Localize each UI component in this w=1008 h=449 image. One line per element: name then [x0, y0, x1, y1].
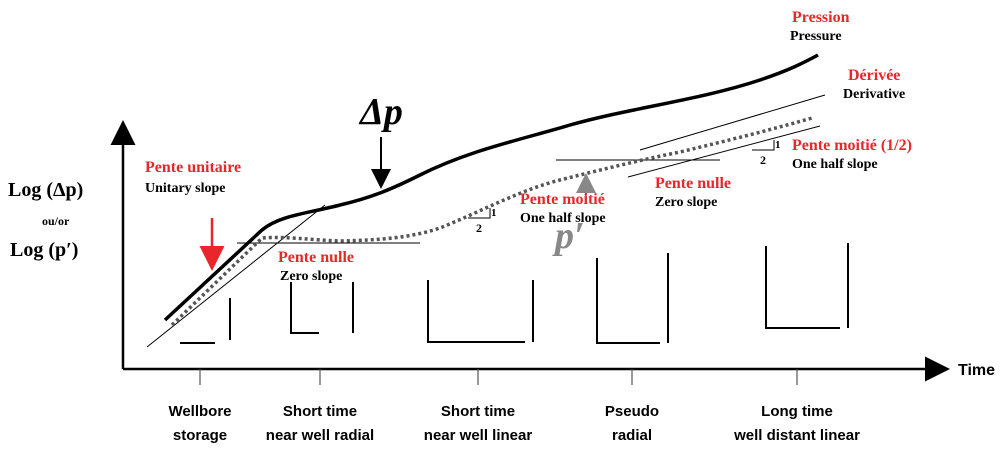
label-line: radial — [612, 427, 652, 444]
y-label: Log (Δp) — [8, 179, 83, 201]
annotation-fr: Pente nulle — [278, 249, 354, 266]
annotation-fr: Pente unitaire — [145, 159, 241, 176]
label-line: near well linear — [424, 427, 533, 444]
annotation-fr: Pente nulle — [655, 175, 731, 192]
delta-p: Δp — [358, 91, 403, 133]
x-label: Time — [958, 362, 995, 379]
label-line: Short time — [283, 403, 357, 420]
annotation-en: Zero slope — [655, 195, 717, 210]
slope-run: 2 — [476, 221, 482, 235]
annotation-fr: Pente moitié (1/2) — [792, 137, 912, 154]
curve-label: Dérivée — [848, 67, 900, 84]
label-line: Wellbore — [168, 403, 231, 420]
regime-label: Long time well distant linear — [733, 403, 860, 444]
annotation-fr: Pente moitié — [520, 191, 605, 208]
curve-label: Pression — [792, 9, 850, 26]
label-line: Long time — [761, 403, 833, 420]
pressure-curve — [163, 53, 819, 322]
curve-label: Derivative — [843, 87, 905, 102]
slope-rise: 1 — [491, 207, 497, 219]
p-prime: p′ — [552, 215, 585, 257]
label-line: storage — [173, 427, 227, 444]
annotation-en: One half slope — [792, 157, 878, 172]
annotation-en: One half slope — [520, 211, 606, 226]
label-line: Short time — [441, 403, 515, 420]
y-label: Log (p′) — [10, 239, 78, 261]
regime-label: Short time near well radial — [266, 403, 374, 444]
derivative-curve — [170, 116, 813, 327]
slope-run: 2 — [760, 153, 766, 167]
annotation-en: Zero slope — [280, 269, 342, 284]
slope-rise: 1 — [775, 139, 781, 151]
regime-shapes — [180, 243, 849, 344]
regime-label: Short time near well linear — [424, 403, 533, 444]
curve-label: Pressure — [790, 29, 842, 44]
label-line: near well radial — [266, 427, 374, 444]
axes — [110, 120, 950, 385]
label-line: Pseudo — [605, 403, 659, 420]
annotation-en: Unitary slope — [145, 181, 226, 196]
regime-label: Wellbore storage — [168, 403, 231, 444]
label-line: well distant linear — [733, 427, 860, 444]
regime-label: Pseudo radial — [605, 403, 659, 444]
y-label: ou/or — [42, 214, 70, 228]
slope-lines — [146, 94, 826, 348]
